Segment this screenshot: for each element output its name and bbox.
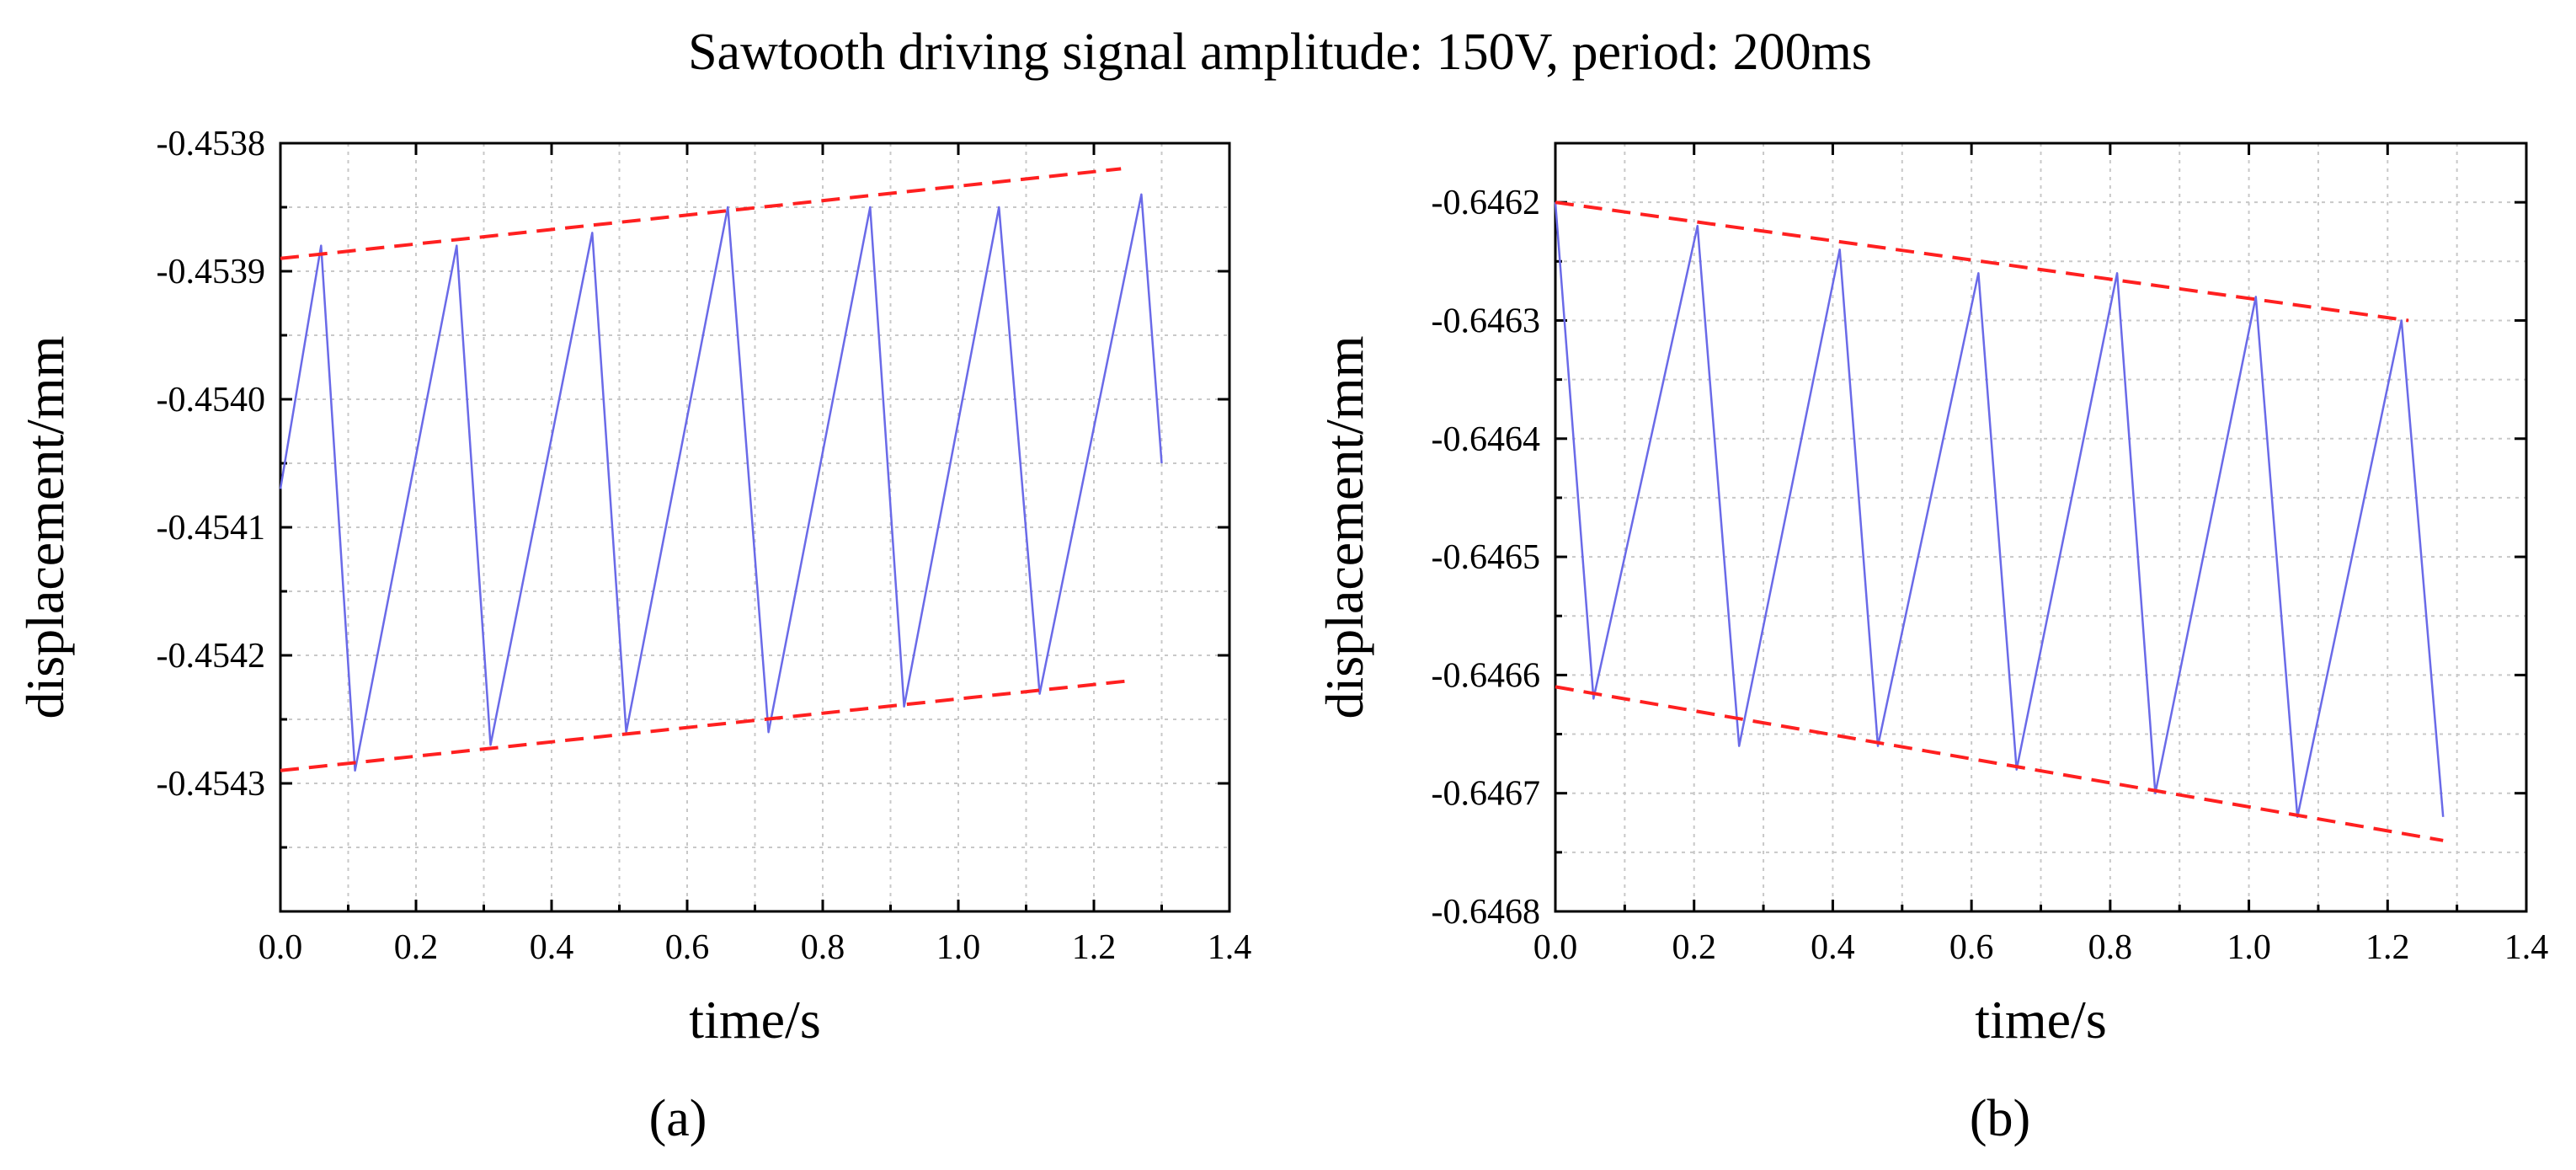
y-tick-label: -0.4541 xyxy=(157,509,266,548)
chart-panel-b: 0.0 0.2 0.4 0.6 0.8 1.0 1.2 1.4 -0.6462 -0.6463 -0… xyxy=(1315,142,2549,1050)
panel-label-b: (b) xyxy=(1970,1090,2030,1147)
x-tick-label: 0.8 xyxy=(801,928,845,967)
x-tick-label: 1.0 xyxy=(2227,928,2271,967)
upper-envelope-line xyxy=(1555,200,2409,323)
y-tick-label: -0.4542 xyxy=(157,637,266,676)
x-tick-label: 0.6 xyxy=(1949,928,1994,967)
figure-title: Sawtooth driving signal amplitude: 150V,… xyxy=(688,24,1872,81)
x-tick-label: 0.6 xyxy=(665,928,710,967)
x-tick-label: 0.2 xyxy=(394,928,439,967)
x-tick-label: 1.0 xyxy=(936,928,981,967)
y-axis-title: displacement/mm xyxy=(15,336,75,719)
x-tick-label: 0.0 xyxy=(1533,928,1578,967)
x-tick-label: 1.2 xyxy=(1072,928,1117,967)
x-tick-label: 1.2 xyxy=(2365,928,2410,967)
x-axis-title: time/s xyxy=(689,990,820,1050)
y-tick-label: -0.6465 xyxy=(1432,538,1541,577)
lower-envelope-line xyxy=(280,679,1128,772)
x-tick-label: 1.4 xyxy=(1208,928,1252,967)
y-tick-label: -0.4538 xyxy=(157,125,266,163)
chart-panel-a: 0.0 0.2 0.4 0.6 0.8 1.0 1.2 1.4 -0.4538 -0.4539 -0… xyxy=(15,125,1251,1050)
y-tick-label: -0.4540 xyxy=(157,381,266,419)
x-tick-label: 0.4 xyxy=(530,928,574,967)
upper-envelope-line xyxy=(280,167,1122,260)
displacement-series-line xyxy=(279,193,1163,772)
displacement-series-line xyxy=(1554,202,2445,819)
y-tick-label: -0.6466 xyxy=(1432,656,1541,695)
y-tick-label: -0.4539 xyxy=(157,253,266,291)
y-tick-label: -0.6462 xyxy=(1432,184,1541,222)
y-tick-label: -0.4543 xyxy=(157,765,266,804)
x-tick-label: 1.4 xyxy=(2504,928,2549,967)
x-tick-label: 0.0 xyxy=(259,928,303,967)
x-tick-label: 0.4 xyxy=(1811,928,1855,967)
y-tick-label: -0.6467 xyxy=(1432,775,1541,814)
x-tick-label: 0.8 xyxy=(2088,928,2133,967)
x-axis-title: time/s xyxy=(1975,990,2106,1050)
lower-envelope-line xyxy=(1555,685,2444,842)
y-tick-label: -0.6463 xyxy=(1432,302,1541,340)
x-tick-label: 0.2 xyxy=(1672,928,1716,967)
y-axis-title: displacement/mm xyxy=(1315,336,1374,719)
y-tick-label: -0.6468 xyxy=(1432,893,1541,932)
y-tick-label: -0.6464 xyxy=(1432,420,1541,459)
panel-label-a: (a) xyxy=(649,1090,707,1147)
